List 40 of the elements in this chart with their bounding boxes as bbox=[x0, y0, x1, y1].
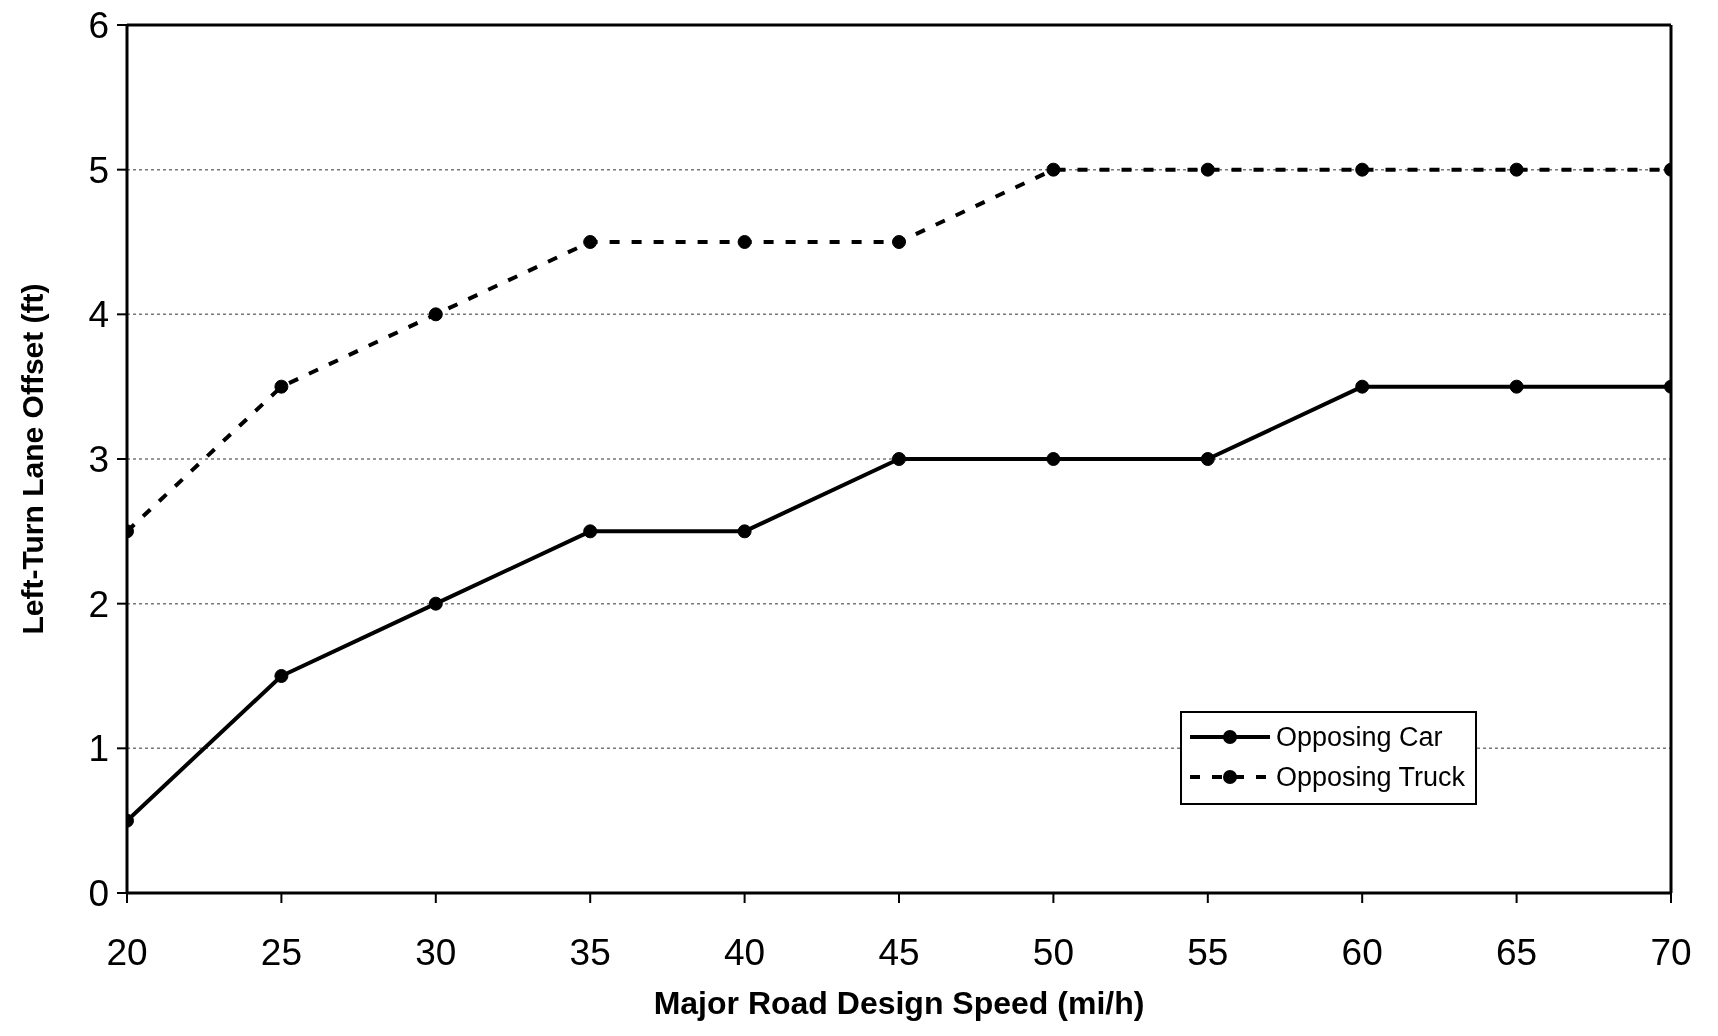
point bbox=[583, 235, 598, 249]
y-axis-title: Left-Turn Lane Offset (ft) bbox=[15, 283, 49, 635]
point bbox=[737, 524, 752, 539]
point bbox=[1355, 162, 1370, 177]
legend-label: Opposing Car bbox=[1276, 721, 1443, 753]
point bbox=[892, 235, 906, 249]
point bbox=[274, 669, 289, 683]
point bbox=[737, 235, 752, 249]
x-tick-label: 65 bbox=[1496, 932, 1538, 974]
x-tick-label: 45 bbox=[878, 932, 920, 974]
x-tick-label: 25 bbox=[260, 932, 302, 974]
y-tick-label: 4 bbox=[88, 294, 109, 336]
point bbox=[428, 307, 443, 322]
point bbox=[1046, 452, 1061, 466]
x-tick-label: 35 bbox=[569, 932, 611, 974]
x-axis-title: Major Road Design Speed (mi/h) bbox=[653, 985, 1145, 1021]
y-tick-label: 5 bbox=[88, 149, 109, 191]
x-tick-label: 55 bbox=[1187, 932, 1229, 974]
x-tick-label: 40 bbox=[724, 932, 766, 974]
x-tick-label: 30 bbox=[415, 932, 457, 974]
x-tick-label: 60 bbox=[1341, 932, 1383, 974]
point bbox=[274, 379, 289, 394]
point bbox=[1355, 379, 1370, 394]
point bbox=[1200, 162, 1215, 177]
point bbox=[1200, 452, 1215, 466]
point bbox=[1509, 162, 1524, 177]
y-tick-label: 6 bbox=[88, 5, 109, 47]
y-tick-label: 3 bbox=[88, 439, 109, 481]
x-tick-label: 50 bbox=[1032, 932, 1074, 974]
y-tick-label: 0 bbox=[88, 873, 109, 915]
point bbox=[1046, 162, 1061, 177]
y-tick-label: 1 bbox=[88, 728, 109, 770]
y-tick-label: 2 bbox=[88, 583, 109, 625]
point bbox=[583, 524, 598, 539]
point bbox=[428, 596, 443, 611]
x-tick-label: 70 bbox=[1650, 932, 1692, 974]
x-tick-label: 20 bbox=[106, 932, 148, 974]
legend-label: Opposing Truck bbox=[1276, 761, 1466, 793]
point bbox=[892, 452, 906, 466]
point bbox=[1509, 379, 1524, 394]
